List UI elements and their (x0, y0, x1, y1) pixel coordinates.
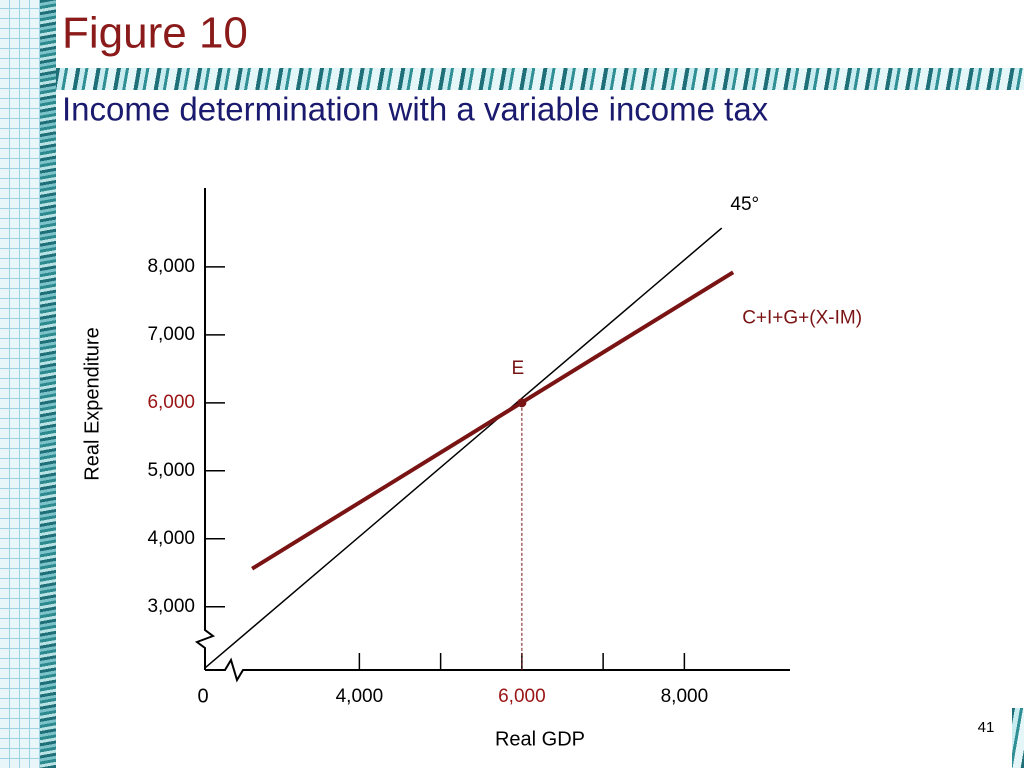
series-line (204, 227, 723, 669)
y-axis-title: Real Expenditure (81, 327, 103, 480)
y-tick-label: 3,000 (147, 596, 195, 617)
slide-subtitle: Income determination with a variable inc… (62, 91, 769, 128)
x-tick-label: 4,000 (336, 686, 384, 707)
x-tick-label: 6,000 (498, 686, 546, 707)
x-axis-title: Real GDP (495, 728, 585, 750)
point-label: E (512, 358, 525, 379)
series-label: 45° (730, 194, 759, 215)
page-number: 41 (978, 719, 995, 736)
x-axis (205, 657, 790, 683)
y-tick-label: 7,000 (147, 324, 195, 345)
series-label: C+I+G+(X-IM) (742, 307, 862, 328)
slide-title: Figure 10 (62, 9, 248, 58)
series-line (251, 270, 735, 571)
decor-corner (950, 708, 1012, 768)
y-tick-label: 8,000 (147, 256, 195, 277)
x-tick-label: 8,000 (661, 686, 709, 707)
equilibrium-point (517, 398, 527, 408)
y-tick-label: 6,000 (147, 392, 195, 413)
y-axis (194, 188, 216, 670)
origin-label: 0 (197, 685, 208, 707)
y-tick-label: 4,000 (147, 528, 195, 549)
y-tick-label: 5,000 (147, 460, 195, 481)
decor-band (56, 68, 1024, 90)
decor-strip (40, 0, 56, 768)
